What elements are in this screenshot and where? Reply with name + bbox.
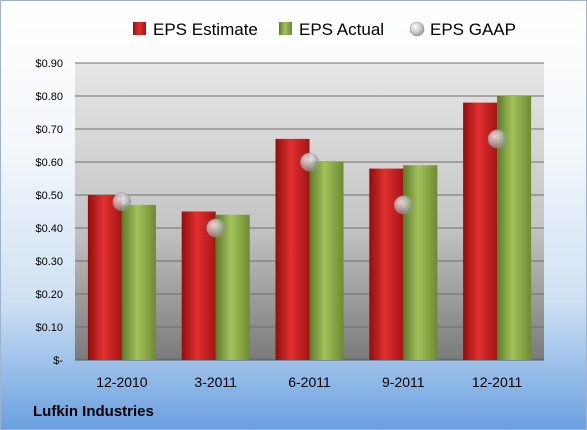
marker-eps-gaap-9-2011	[393, 195, 413, 215]
y-tick-label: $0.10	[35, 322, 63, 334]
legend-swatch	[409, 21, 425, 37]
y-tick-label: $0.30	[35, 256, 63, 268]
y-tick-label: $0.80	[35, 91, 63, 103]
bar-eps-estimate-12-2010	[87, 195, 122, 360]
legend-label: EPS GAAP	[430, 20, 516, 39]
bars	[87, 96, 532, 360]
legend: EPS Estimate EPS Actual EPS GAAP	[133, 20, 516, 39]
marker-eps-gaap-12-2011	[487, 129, 507, 149]
marker-eps-gaap-6-2011	[300, 152, 319, 172]
legend-swatch	[133, 22, 146, 35]
legend-label: EPS Actual	[299, 20, 384, 39]
bar-eps-actual-6-2011	[309, 162, 344, 360]
y-tick-label: $0.60	[35, 157, 63, 169]
x-tick-label: 12-2010	[96, 374, 148, 390]
marker-eps-gaap-12-2010	[112, 192, 132, 211]
legend-swatch	[279, 22, 292, 35]
x-tick-label: 3-2011	[194, 374, 237, 390]
bar-eps-actual-9-2011	[403, 165, 438, 360]
y-tick-label: $0.70	[35, 124, 63, 136]
bar-eps-actual-3-2011	[215, 214, 250, 360]
gaap-markers	[112, 129, 507, 238]
y-tick-label: $-	[53, 355, 63, 367]
y-tick-label: $0.20	[35, 289, 63, 301]
y-tick-label: $0.40	[35, 223, 63, 235]
bar-eps-actual-12-2010	[121, 204, 156, 360]
y-tick-label: $0.50	[35, 190, 63, 202]
y-axis-ticks: $- $0.10 $0.20 $0.30 $0.40 $0.50 $0.60 $0.70 $0.…	[35, 58, 63, 367]
x-tick-label: 12-2011	[472, 374, 523, 390]
marker-eps-gaap-3-2011	[206, 218, 225, 238]
x-tick-label: 6-2011	[288, 374, 331, 390]
x-tick-label: 9-2011	[382, 374, 425, 390]
company-label: Lufkin Industries	[33, 403, 154, 420]
bar-eps-estimate-3-2011	[181, 211, 216, 360]
legend-label: EPS Estimate	[153, 20, 258, 39]
y-tick-label: $0.90	[35, 58, 63, 70]
bar-eps-estimate-6-2011	[275, 138, 310, 360]
x-axis-ticks: 12-2010 3-2011 6-2011 9-2011 12-2011	[96, 374, 522, 390]
